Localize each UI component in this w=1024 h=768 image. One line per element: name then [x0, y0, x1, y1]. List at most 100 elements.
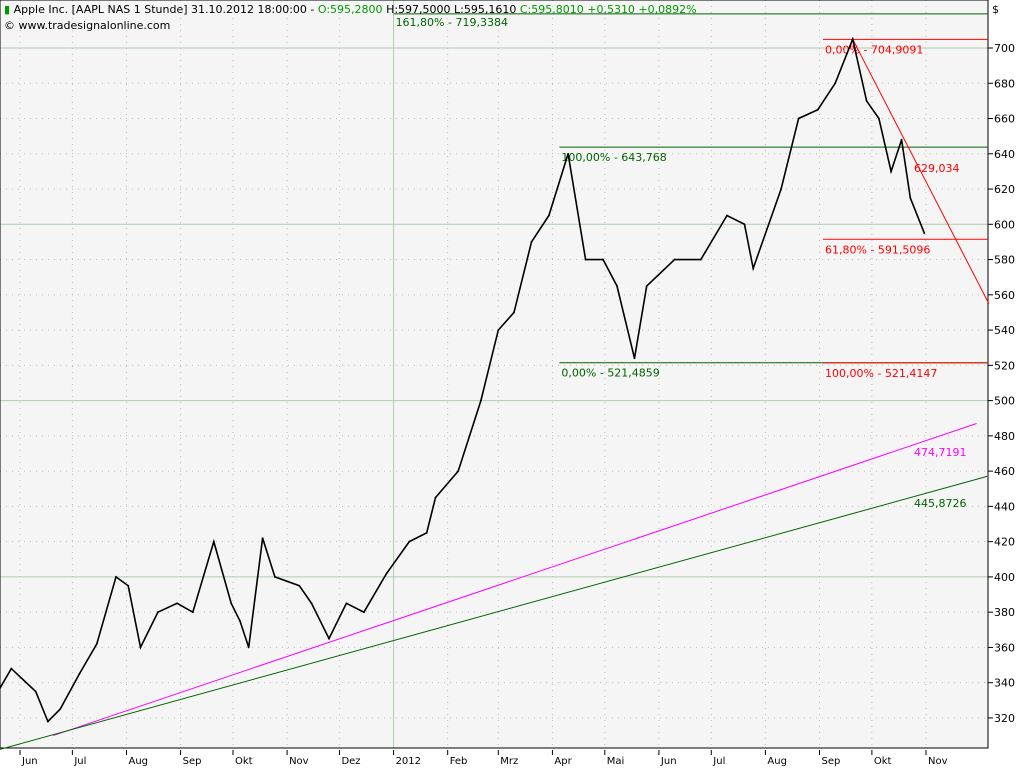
price-point: [139, 646, 142, 649]
y-tick-label: 600: [994, 218, 1015, 231]
copyright: © www.tradesignalonline.com: [4, 19, 171, 32]
x-tick-label: Jul: [712, 756, 725, 767]
low-value: L:595,1610: [454, 3, 517, 16]
price-point: [513, 311, 515, 314]
price-series-line: [0, 36, 926, 723]
x-tick-label: Okt: [874, 756, 892, 767]
x-tick-label: Apr: [554, 756, 572, 767]
price-point: [239, 620, 241, 622]
price-point: [457, 470, 460, 473]
y-tick-label: 680: [994, 77, 1015, 90]
y-tick-label: 580: [994, 254, 1015, 267]
price-point: [890, 170, 892, 173]
price-point: [230, 602, 233, 605]
price-point: [212, 540, 215, 543]
price-point: [726, 214, 728, 217]
y-tick-label: 360: [994, 641, 1015, 654]
fib-level-label: 61,80% - 591,5096: [825, 243, 930, 256]
trend-line: [0, 475, 988, 750]
x-tick-label: Jul: [73, 756, 86, 767]
candle-icon: ▮: [4, 3, 11, 16]
y-tick-label: 440: [994, 500, 1015, 513]
price-point: [345, 602, 348, 605]
price-point: [247, 646, 250, 649]
open-value: O:595,2800: [317, 3, 383, 16]
price-point: [530, 241, 533, 243]
price-point: [497, 329, 500, 331]
price-point: [743, 223, 746, 226]
price-point: [616, 285, 618, 287]
price-point: [584, 258, 587, 261]
price-point: [191, 611, 194, 614]
x-tick-label: Dez: [341, 756, 360, 767]
price-point: [310, 602, 313, 605]
close-value: C:595,8010 +0,5310 +0,0892%: [519, 3, 697, 16]
y-tick-label: 500: [994, 395, 1015, 408]
price-point: [328, 637, 330, 640]
y-tick-label: 540: [994, 324, 1015, 337]
price-point: [923, 232, 926, 235]
price-point: [273, 576, 276, 578]
x-tick-label: Mai: [607, 756, 625, 767]
plot-area: [0, 0, 988, 748]
y-tick-label: 460: [994, 465, 1015, 478]
price-point: [780, 188, 783, 190]
chart-title: Apple Inc. [AAPL NAS 1 Stunde] 31.10.201…: [13, 3, 318, 16]
y-tick-label: 380: [994, 606, 1015, 619]
price-point: [645, 285, 648, 287]
fib-level-label: 100,00% - 521,4147: [825, 367, 937, 380]
price-point: [865, 99, 868, 102]
price-point: [362, 611, 365, 614]
price-point: [298, 584, 301, 587]
price-point: [434, 496, 437, 499]
x-tick-label: Jun: [660, 756, 677, 767]
y-tick-label: 420: [994, 536, 1015, 549]
price-point: [834, 82, 837, 85]
price-point: [127, 584, 130, 587]
x-tick-label: Nov: [289, 756, 309, 767]
y-tick-label: 340: [994, 677, 1015, 690]
x-tick-label: Sep: [822, 756, 841, 767]
x-tick-label: Feb: [450, 756, 468, 767]
chart-header: ▮ Apple Inc. [AAPL NAS 1 Stunde] 31.10.2…: [4, 3, 697, 16]
high-value: H:597,5000: [386, 3, 451, 16]
price-point: [385, 572, 388, 575]
trend-line-label: 445,8726: [914, 497, 967, 510]
y-tick-label: 620: [994, 183, 1015, 196]
price-point: [95, 642, 98, 645]
price-point: [34, 690, 37, 693]
trend-line-label: 474,7191: [914, 446, 967, 459]
price-point: [408, 540, 411, 543]
fib-level-label: 0,00% - 704,9091: [825, 43, 923, 56]
price-point: [602, 258, 604, 261]
x-tick-label: Jun: [21, 756, 38, 767]
price-point: [851, 38, 854, 41]
price-point: [877, 117, 880, 120]
y-tick-label: 640: [994, 148, 1015, 161]
y-tick-label: 560: [994, 289, 1015, 302]
x-tick-label: 2012: [396, 756, 421, 767]
price-point: [176, 602, 179, 605]
price-point: [425, 531, 428, 534]
y-tick-label: 480: [994, 430, 1015, 443]
price-point: [479, 399, 482, 402]
currency-label: $: [992, 3, 999, 16]
x-tick-label: Aug: [767, 756, 787, 767]
price-point: [909, 196, 912, 199]
price-point: [59, 708, 62, 711]
trend-line: [852, 38, 990, 304]
price-point: [673, 258, 676, 261]
price-point: [157, 611, 159, 614]
x-tick-label: Aug: [128, 756, 148, 767]
price-point: [699, 258, 702, 261]
plot-border: [0, 0, 989, 749]
fib-level-label: 100,00% - 643,768: [561, 151, 666, 164]
trend-line: [53, 423, 977, 737]
x-tick-label: Sep: [183, 756, 202, 767]
fib-level-label: 0,00% - 521,4859: [561, 367, 659, 380]
price-point: [10, 667, 13, 670]
price-point: [900, 138, 903, 141]
y-tick-label: 700: [994, 42, 1015, 55]
